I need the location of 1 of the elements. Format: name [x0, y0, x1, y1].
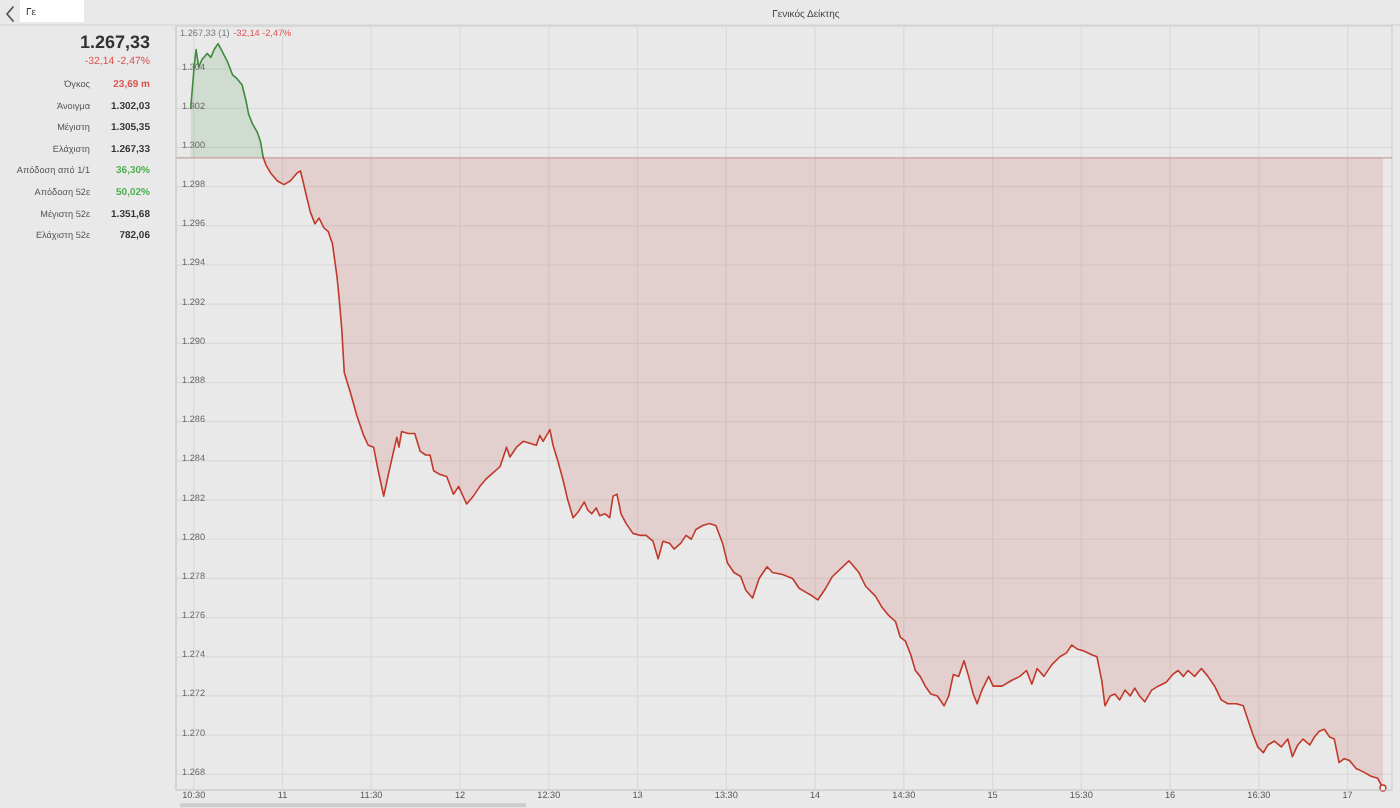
- text: 1.267,33: [79, 32, 150, 52]
